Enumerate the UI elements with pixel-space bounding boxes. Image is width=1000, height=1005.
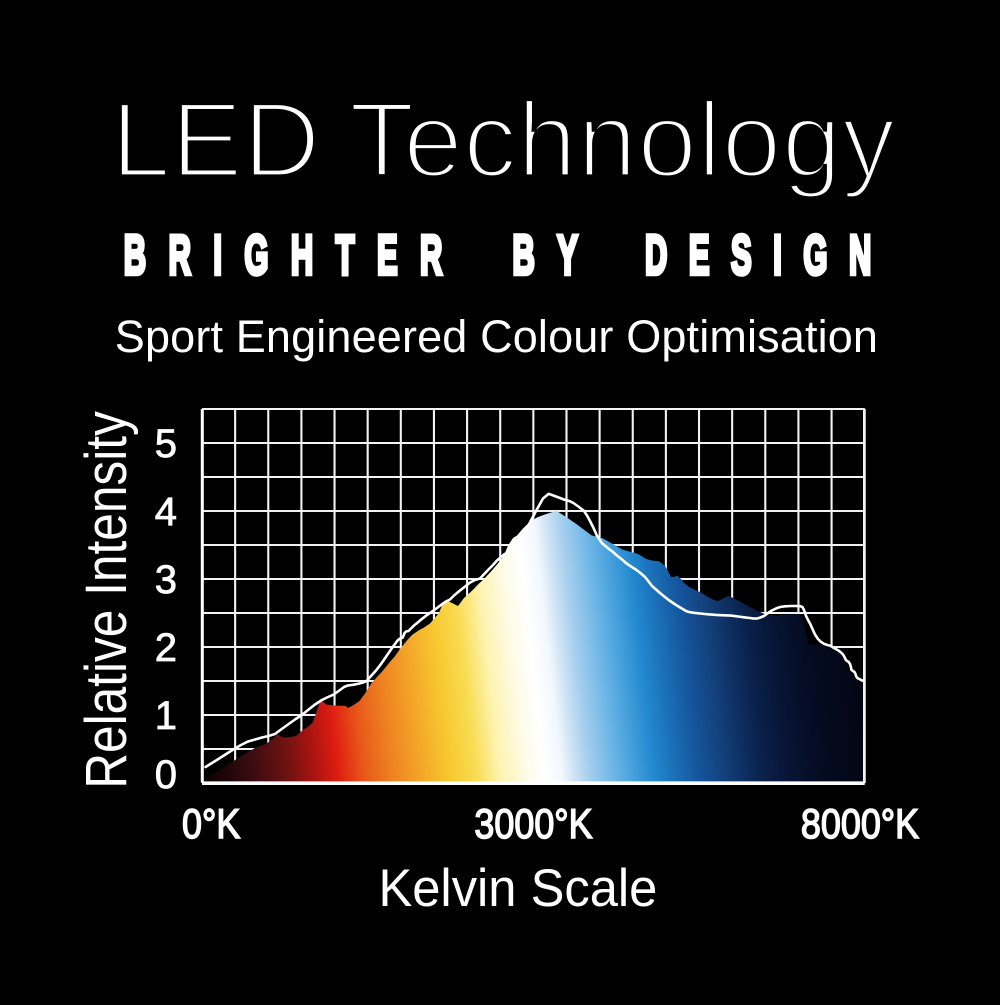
svg-text:4: 4 — [155, 490, 177, 534]
svg-text:0°K: 0°K — [182, 802, 240, 848]
svg-text:DESIGN: DESIGN — [645, 226, 893, 286]
svg-text:8000°K: 8000°K — [801, 802, 919, 848]
svg-text:BY: BY — [513, 226, 601, 286]
svg-text:Sport Engineered Colour Optimi: Sport Engineered Colour Optimisation — [115, 311, 878, 362]
svg-text:BRIGHTER: BRIGHTER — [124, 226, 465, 286]
svg-text:2: 2 — [155, 626, 177, 670]
svg-text:Relative Intensity: Relative Intensity — [73, 410, 139, 788]
svg-text:3000°K: 3000°K — [474, 802, 592, 848]
svg-text:1: 1 — [155, 694, 177, 738]
svg-text:5: 5 — [155, 422, 177, 466]
svg-text:0: 0 — [155, 753, 177, 797]
svg-text:3: 3 — [155, 558, 177, 602]
svg-text:LED Technology: LED Technology — [111, 79, 896, 199]
svg-text:Kelvin Scale: Kelvin Scale — [378, 858, 657, 917]
